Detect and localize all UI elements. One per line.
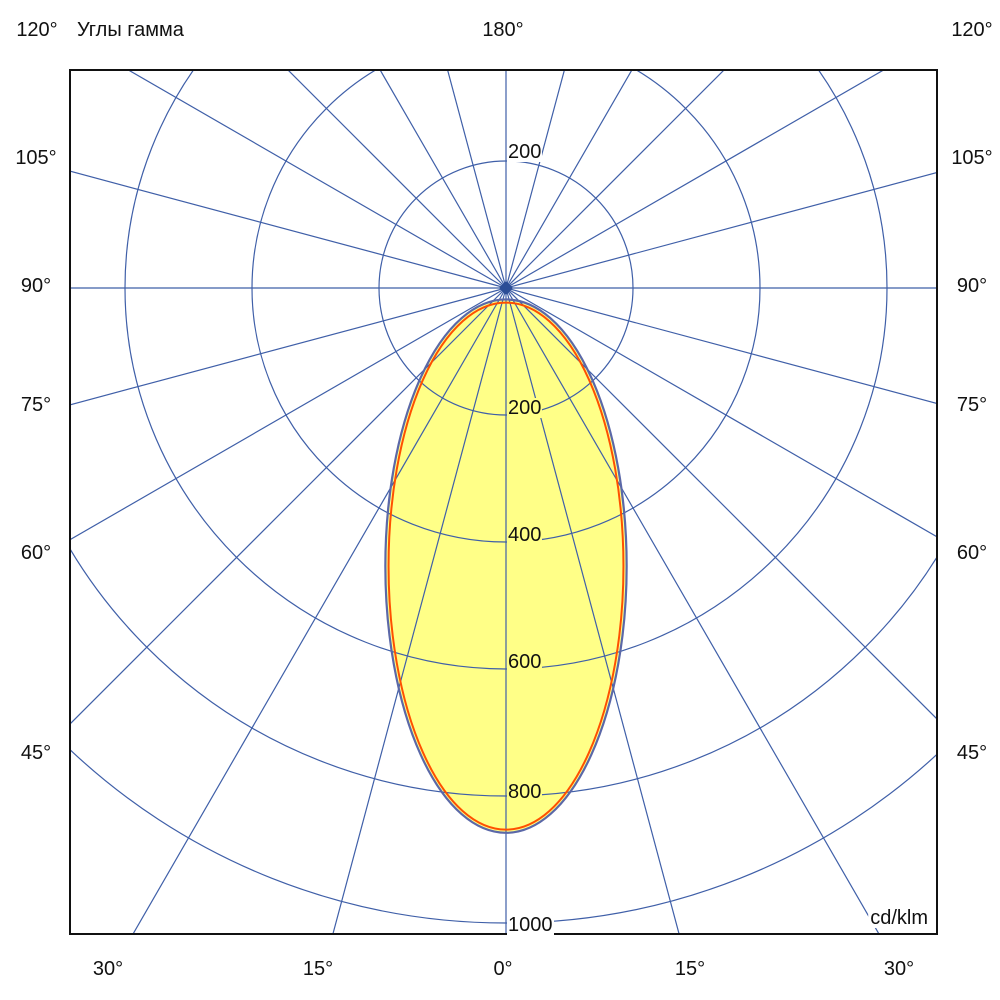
gamma-label-bottom-30r: 30° [883,958,915,980]
gamma-label-right-75: 75° [956,394,988,416]
gamma-label-bottom-30l: 30° [92,958,124,980]
ring-label-200-top: 200 [507,141,543,163]
gamma-label-top-right-120: 120° [951,19,993,41]
gamma-label-top-left-120: 120° [16,19,58,41]
units-label: cd/klm [868,907,930,929]
gamma-label-left-45: 45° [20,742,52,764]
ring-label-400: 400 [507,524,543,546]
chart-title: Углы гамма [77,19,184,41]
ring-label-800: 800 [507,781,543,803]
gamma-label-right-90: 90° [956,275,988,297]
gamma-label-bottom-0: 0° [493,958,513,980]
gamma-label-left-75: 75° [20,394,52,416]
ring-label-1000: 1000 [507,914,554,936]
gamma-label-top-180: 180° [482,19,524,41]
ring-label-200: 200 [507,397,543,419]
gamma-label-bottom-15r: 15° [674,958,706,980]
gamma-label-left-90: 90° [20,275,52,297]
gamma-label-right-105: 105° [951,147,993,169]
gamma-label-bottom-15l: 15° [302,958,334,980]
gamma-label-right-60: 60° [956,542,988,564]
gamma-label-left-60: 60° [20,542,52,564]
gamma-label-right-45: 45° [956,742,988,764]
ring-label-600: 600 [507,651,543,673]
gamma-label-left-105: 105° [15,147,57,169]
